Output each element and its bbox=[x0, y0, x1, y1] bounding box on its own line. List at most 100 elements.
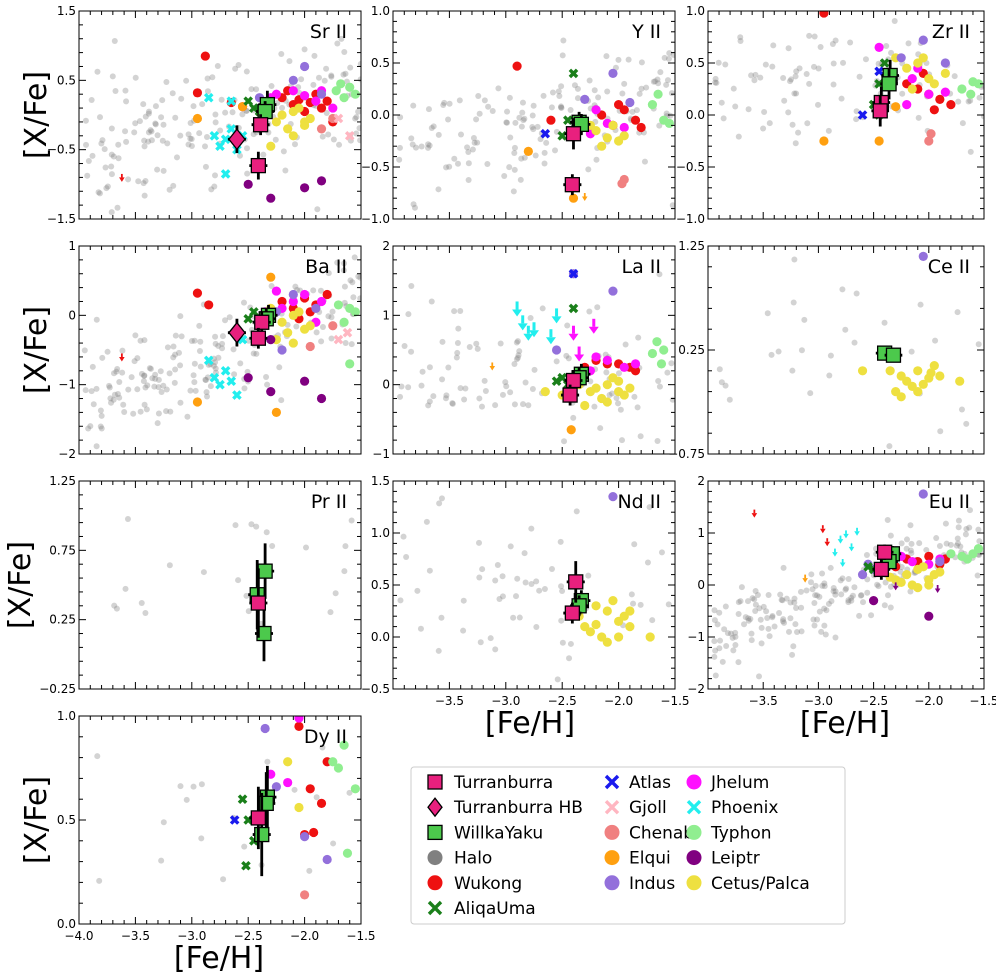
halo-point bbox=[350, 294, 357, 301]
data-point bbox=[266, 335, 276, 345]
halo-point bbox=[566, 655, 573, 662]
legend-label: Phoenix bbox=[711, 798, 778, 818]
halo-point bbox=[507, 543, 514, 550]
halo-point bbox=[169, 90, 176, 97]
series-indus bbox=[271, 289, 321, 355]
halo-point bbox=[138, 600, 145, 607]
y-tick-label: 2 bbox=[382, 239, 390, 253]
x-tick-label: −2.0 bbox=[290, 929, 319, 943]
halo-point bbox=[219, 333, 226, 340]
legend-marker bbox=[427, 824, 443, 841]
halo-point bbox=[521, 115, 528, 122]
y-tick-label: 0.0 bbox=[57, 917, 76, 931]
data-point bbox=[913, 366, 923, 376]
halo-point bbox=[114, 204, 121, 211]
halo-point bbox=[967, 97, 974, 104]
panel-nd-ii: −3.5 −3.0 −2.5 −2.0 −1.5 −0.5 0.0 0.5 1.0 1.5 Nd I… bbox=[361, 474, 690, 708]
halo-point bbox=[649, 617, 656, 624]
y-tick-label: 1.5 bbox=[371, 474, 390, 488]
halo-point bbox=[184, 413, 191, 420]
halo-point bbox=[476, 110, 483, 117]
data-point bbox=[316, 296, 327, 307]
halo-point bbox=[436, 500, 443, 507]
halo-point bbox=[166, 562, 173, 569]
data-point bbox=[328, 103, 338, 113]
data-point bbox=[203, 355, 214, 366]
y-tick-label: 1.0 bbox=[57, 709, 76, 723]
plot-area bbox=[711, 489, 984, 680]
halo-point bbox=[795, 129, 802, 136]
data-point bbox=[237, 794, 248, 805]
series-phoenix bbox=[203, 334, 248, 400]
y-tick-label: 0 bbox=[68, 308, 76, 322]
halo-point bbox=[518, 123, 525, 130]
halo-point bbox=[917, 301, 924, 308]
halo-point bbox=[560, 37, 567, 44]
program-stars bbox=[249, 765, 277, 877]
halo-point bbox=[735, 599, 742, 606]
halo-point bbox=[760, 603, 767, 610]
halo-point bbox=[237, 360, 244, 367]
halo-points bbox=[397, 271, 675, 445]
data-point bbox=[266, 141, 276, 151]
halo-point bbox=[561, 438, 568, 445]
halo-point bbox=[460, 627, 467, 634]
data-point bbox=[857, 366, 868, 376]
halo-point bbox=[791, 599, 798, 606]
halo-point bbox=[842, 586, 849, 593]
halo-point bbox=[111, 391, 118, 398]
halo-point bbox=[476, 539, 483, 546]
halo-point bbox=[253, 523, 260, 530]
data-point bbox=[857, 570, 868, 580]
halo-point bbox=[540, 92, 547, 99]
data-point bbox=[328, 757, 338, 767]
halo-point bbox=[457, 308, 464, 315]
halo-point bbox=[244, 145, 251, 152]
halo-point bbox=[442, 395, 449, 402]
halo-point bbox=[721, 626, 728, 633]
halo-point bbox=[140, 180, 147, 187]
halo-point bbox=[718, 379, 725, 386]
panel-dy-ii: −4.0 −3.5 −3.0 −2.5 −2.0 −1.5 0.0 0.5 1.0 Dy II bbox=[57, 709, 376, 943]
panel-frame bbox=[78, 245, 362, 455]
halo-point bbox=[656, 383, 663, 390]
halo-point bbox=[863, 552, 870, 559]
data-point bbox=[288, 296, 298, 307]
halo-point bbox=[159, 97, 166, 104]
panel-eu-ii: −3.5 −3.0 −2.5 −2.0 −1.5 −2 −1 0 1 2 Eu II bbox=[687, 474, 996, 708]
upper-limits bbox=[489, 301, 599, 371]
data-point bbox=[874, 66, 884, 77]
halo-point bbox=[397, 393, 404, 400]
halo-point bbox=[466, 343, 473, 350]
halo-point bbox=[718, 99, 725, 106]
halo-point bbox=[832, 591, 839, 598]
x-tick-label: −3.5 bbox=[121, 929, 150, 943]
halo-point bbox=[808, 579, 815, 586]
data-point bbox=[619, 122, 629, 133]
halo-point bbox=[338, 35, 345, 42]
plot-area bbox=[94, 716, 360, 900]
halo-point bbox=[557, 538, 564, 545]
turranburra-star bbox=[873, 561, 889, 578]
y-tick-label: −2 bbox=[687, 682, 705, 696]
halo-point bbox=[220, 876, 227, 883]
halo-point bbox=[253, 350, 260, 357]
halo-point bbox=[430, 393, 437, 400]
data-point bbox=[869, 596, 879, 606]
halo-point bbox=[190, 372, 197, 379]
x-tick-label: −3.5 bbox=[749, 694, 778, 708]
data-point bbox=[924, 580, 934, 590]
halo-point bbox=[899, 90, 906, 97]
halo-point bbox=[85, 158, 92, 165]
halo-point bbox=[586, 77, 593, 84]
halo-point bbox=[347, 64, 354, 71]
halo-point bbox=[788, 76, 795, 83]
series-indus bbox=[260, 723, 332, 865]
series-indus bbox=[608, 492, 618, 502]
halo-point bbox=[722, 382, 729, 389]
halo-point bbox=[655, 377, 662, 384]
data-point bbox=[229, 815, 240, 825]
program-stars bbox=[871, 59, 899, 127]
halo-point bbox=[446, 163, 453, 170]
halo-point bbox=[613, 395, 620, 402]
